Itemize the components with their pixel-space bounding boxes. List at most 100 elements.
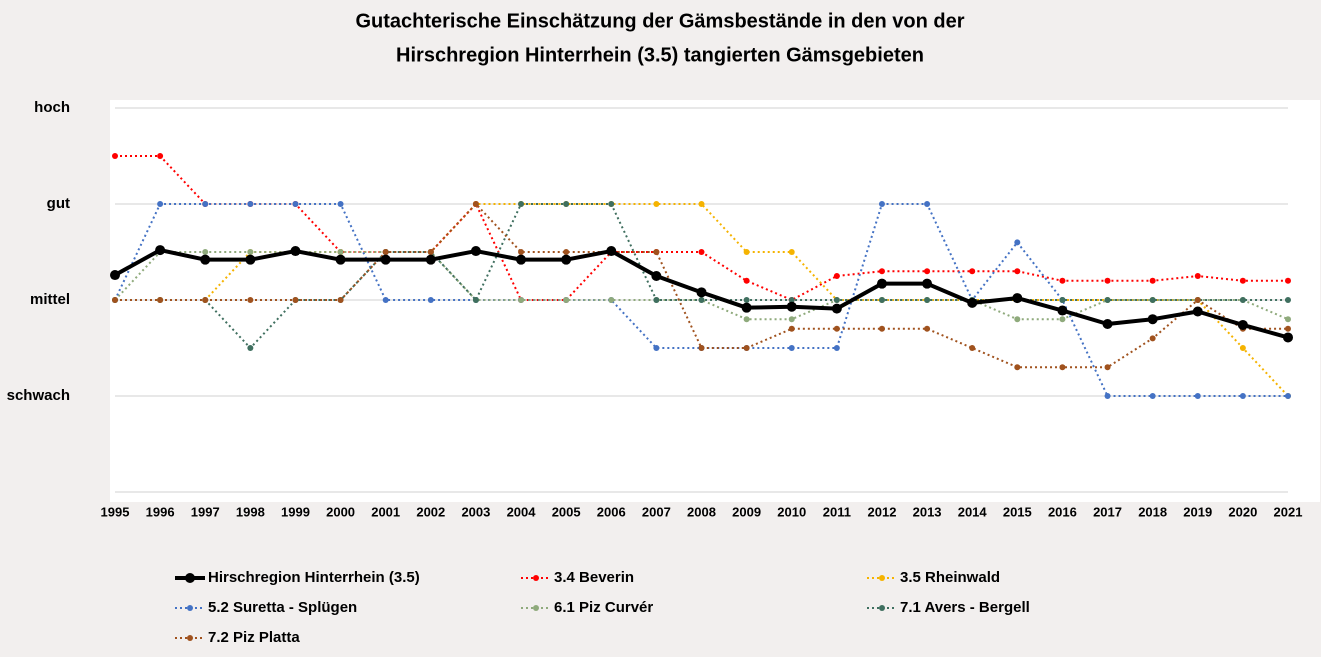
- x-tick-label: 2006: [597, 504, 626, 519]
- data-point: [472, 297, 479, 303]
- data-point: [382, 297, 389, 303]
- data-point: [1285, 316, 1291, 323]
- x-tick-label: 2013: [913, 504, 942, 519]
- data-point: [967, 297, 978, 308]
- data-point: [380, 254, 391, 265]
- y-tick-label: mittel: [30, 291, 70, 308]
- data-point: [247, 201, 254, 207]
- x-tick-label: 2011: [823, 504, 851, 519]
- data-point: [470, 246, 481, 257]
- data-point: [1192, 306, 1203, 317]
- data-point: [653, 345, 660, 351]
- data-point: [1102, 319, 1113, 329]
- data-point: [653, 201, 660, 207]
- data-point: [1104, 297, 1111, 303]
- data-point: [1012, 293, 1023, 304]
- data-point: [337, 249, 344, 255]
- data-point: [245, 254, 256, 265]
- data-point: [608, 297, 615, 303]
- data-point: [833, 297, 840, 303]
- data-point: [1104, 277, 1111, 284]
- data-point: [247, 249, 254, 255]
- data-point: [1014, 364, 1021, 371]
- data-point: [1285, 297, 1291, 303]
- data-point: [157, 297, 164, 303]
- data-point: [1057, 305, 1068, 316]
- x-tick-label: 2016: [1048, 504, 1077, 519]
- data-point: [924, 201, 931, 207]
- x-tick-label: 2004: [507, 504, 537, 519]
- data-point: [1147, 314, 1158, 325]
- data-point: [1149, 277, 1156, 284]
- x-tick-label: 2018: [1138, 504, 1167, 519]
- x-tick-label: 2002: [416, 504, 445, 519]
- data-point: [833, 325, 840, 332]
- legend-label: 7.2 Piz Platta: [208, 629, 300, 646]
- legend-marker: [879, 575, 885, 581]
- legend-marker: [533, 575, 539, 581]
- data-point: [924, 297, 931, 303]
- data-point: [202, 249, 209, 255]
- x-tick-label: 2000: [326, 504, 355, 519]
- data-point: [202, 297, 209, 303]
- x-tick-label: 2019: [1183, 504, 1212, 519]
- data-point: [698, 201, 705, 207]
- data-point: [1104, 364, 1111, 371]
- data-point: [112, 297, 118, 303]
- data-point: [1149, 393, 1156, 399]
- data-point: [200, 254, 211, 265]
- x-tick-label: 2014: [958, 504, 988, 519]
- x-tick-label: 1998: [236, 504, 265, 519]
- data-point: [563, 201, 570, 207]
- y-tick-label: hoch: [34, 99, 70, 116]
- data-point: [1285, 325, 1291, 332]
- data-point: [292, 297, 299, 303]
- data-point: [1014, 316, 1021, 323]
- data-point: [606, 246, 617, 257]
- data-point: [878, 201, 885, 207]
- data-point: [651, 271, 662, 281]
- data-point: [878, 297, 885, 303]
- chart-title: Gutachterische Einschätzung der Gämsbest…: [355, 10, 964, 32]
- data-point: [563, 249, 570, 255]
- data-point: [788, 316, 795, 323]
- data-point: [1239, 345, 1246, 351]
- data-point: [561, 254, 572, 265]
- data-point: [516, 254, 527, 265]
- series-line: [115, 203, 1288, 369]
- data-point: [1285, 393, 1291, 399]
- data-point: [1059, 364, 1066, 371]
- x-tick-label: 2008: [687, 504, 716, 519]
- data-point: [653, 297, 660, 303]
- data-point: [924, 325, 931, 332]
- data-point: [1194, 273, 1201, 279]
- x-tick-label: 2007: [642, 504, 671, 519]
- x-tick-label: 2001: [371, 504, 400, 519]
- data-point: [290, 246, 301, 257]
- chart-title: Hirschregion Hinterrhein (3.5) tangierte…: [396, 44, 924, 66]
- data-point: [743, 316, 750, 323]
- data-point: [788, 325, 795, 332]
- data-point: [1014, 268, 1021, 275]
- legend-label: Hirschregion Hinterrhein (3.5): [208, 569, 420, 586]
- legend-label: 6.1 Piz Curvér: [554, 599, 653, 616]
- x-tick-label: 2005: [552, 504, 581, 519]
- legend-marker: [187, 635, 193, 641]
- data-point: [337, 201, 344, 207]
- data-point: [922, 278, 933, 289]
- data-point: [1283, 332, 1293, 343]
- data-point: [1149, 335, 1156, 342]
- data-point: [427, 297, 434, 303]
- data-point: [1194, 297, 1201, 303]
- data-point: [786, 301, 797, 312]
- data-point: [518, 249, 525, 255]
- data-point: [518, 201, 525, 207]
- data-point: [337, 297, 344, 303]
- x-tick-label: 2020: [1228, 504, 1257, 519]
- legend-marker: [187, 605, 193, 611]
- data-point: [1239, 297, 1246, 303]
- data-point: [698, 249, 705, 255]
- data-point: [878, 268, 885, 275]
- data-point: [743, 249, 750, 255]
